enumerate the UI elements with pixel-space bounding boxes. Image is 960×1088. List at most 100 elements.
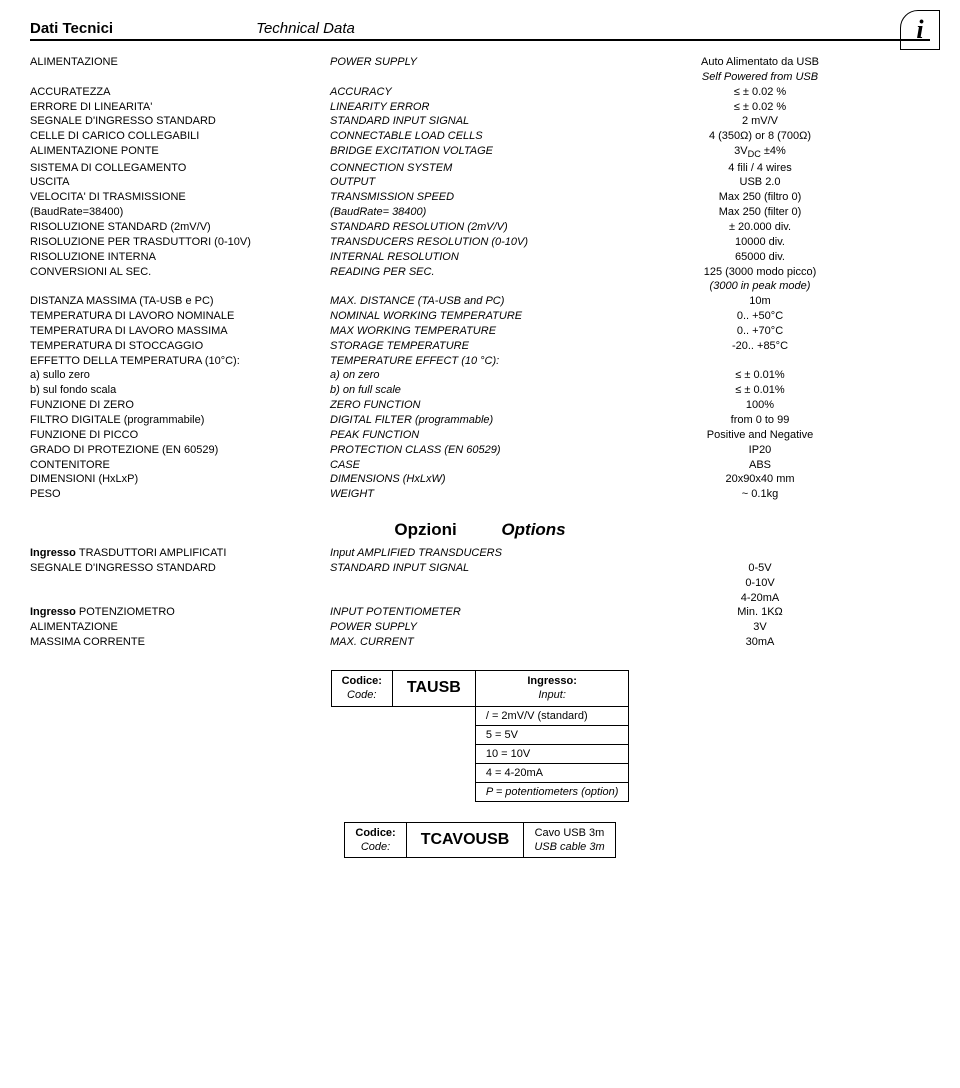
code1-opt-0: / = 2mV/V (standard) <box>475 706 629 725</box>
spec-it: SEGNALE D'INGRESSO STANDARD <box>30 561 330 576</box>
spec-en: STORAGE TEMPERATURE <box>330 339 630 354</box>
spec-row: ACCURATEZZAACCURACY≤ ± 0.02 % <box>30 85 930 100</box>
spec-row: EFFETTO DELLA TEMPERATURA (10°C):TEMPERA… <box>30 354 930 369</box>
spec-en: (BaudRate= 38400) <box>330 205 630 220</box>
spec-row: GRADO DI PROTEZIONE (EN 60529)PROTECTION… <box>30 443 930 458</box>
spec-value: ≤ ± 0.02 % <box>630 100 890 115</box>
spec-en: NOMINAL WORKING TEMPERATURE <box>330 309 630 324</box>
spec-it: CONVERSIONI AL SEC. <box>30 265 330 280</box>
code-table-1: Codice: Code: TAUSB Ingresso: Input: / =… <box>331 670 630 802</box>
spec-en: WEIGHT <box>330 487 630 502</box>
spec-value: 10m <box>630 294 890 309</box>
spec-it <box>30 591 330 606</box>
options-header-it: Opzioni <box>394 520 456 539</box>
spec-it: TEMPERATURA DI STOCCAGGIO <box>30 339 330 354</box>
code2-desc-it: Cavo USB 3m <box>535 827 605 839</box>
spec-value: 65000 div. <box>630 250 890 265</box>
spec-row: 4-20mA <box>30 591 930 606</box>
spec-value: 4-20mA <box>630 591 890 606</box>
spec-it: ALIMENTAZIONE <box>30 55 330 70</box>
spec-en: CONNECTION SYSTEM <box>330 161 630 176</box>
spec-row: FUNZIONE DI PICCOPEAK FUNCTIONPositive a… <box>30 428 930 443</box>
spec-en: CASE <box>330 458 630 473</box>
spec-it: SISTEMA DI COLLEGAMENTO <box>30 161 330 176</box>
spec-row: RISOLUZIONE PER TRASDUTTORI (0-10V)TRANS… <box>30 235 930 250</box>
spec-en: LINEARITY ERROR <box>330 100 630 115</box>
spec-it: CONTENITORE <box>30 458 330 473</box>
spec-row: RISOLUZIONE STANDARD (2mV/V)STANDARD RES… <box>30 220 930 235</box>
spec-en <box>330 576 630 591</box>
spec-row: ERRORE DI LINEARITA'LINEARITY ERROR≤ ± 0… <box>30 100 930 115</box>
spec-en: MAX. DISTANCE (TA-USB and PC) <box>330 294 630 309</box>
code2-desc-en: USB cable 3m <box>534 841 604 853</box>
spec-value: 125 (3000 modo picco) <box>630 265 890 280</box>
spec-row: 0-10V <box>30 576 930 591</box>
spec-value: Max 250 (filtro 0) <box>630 190 890 205</box>
spec-en: STANDARD INPUT SIGNAL <box>330 561 630 576</box>
options-header-en: Options <box>501 520 565 539</box>
spec-en: ACCURACY <box>330 85 630 100</box>
spec-value: ≤ ± 0.01% <box>630 368 890 383</box>
specs-table: ALIMENTAZIONEPOWER SUPPLYAuto Alimentato… <box>30 55 930 502</box>
spec-row: SEGNALE D'INGRESSO STANDARDSTANDARD INPU… <box>30 114 930 129</box>
spec-value: 10000 div. <box>630 235 890 250</box>
spec-value: 0.. +50°C <box>630 309 890 324</box>
codice2-label-en: Code: <box>361 841 390 853</box>
spec-value: 20x90x40 mm <box>630 472 890 487</box>
spec-value: (3000 in peak mode) <box>630 279 890 294</box>
code1-opt-4: P = potentiometers (option) <box>475 782 629 801</box>
spec-value: 2 mV/V <box>630 114 890 129</box>
spec-en: b) on full scale <box>330 383 630 398</box>
header-title-it: Dati Tecnici <box>30 20 113 37</box>
spec-value: 0.. +70°C <box>630 324 890 339</box>
spec-en: DIGITAL FILTER (programmable) <box>330 413 630 428</box>
options-table: Ingresso TRASDUTTORI AMPLIFICATIInput AM… <box>30 546 930 650</box>
spec-row: CELLE DI CARICO COLLEGABILICONNECTABLE L… <box>30 129 930 144</box>
spec-value <box>630 546 890 561</box>
spec-value: Auto Alimentato da USB <box>630 55 890 70</box>
spec-value: ± 20.000 div. <box>630 220 890 235</box>
spec-it: RISOLUZIONE PER TRASDUTTORI (0-10V) <box>30 235 330 250</box>
spec-it: b) sul fondo scala <box>30 383 330 398</box>
spec-value: 30mA <box>630 635 890 650</box>
spec-it: ERRORE DI LINEARITA' <box>30 100 330 115</box>
spec-it: SEGNALE D'INGRESSO STANDARD <box>30 114 330 129</box>
spec-en <box>330 279 630 294</box>
ingresso-label-en: Input: <box>538 689 566 701</box>
spec-it: EFFETTO DELLA TEMPERATURA (10°C): <box>30 354 330 369</box>
codice2-label-it: Codice: <box>355 827 395 839</box>
code-table-2: Codice: Code: TCAVOUSB Cavo USB 3m USB c… <box>344 822 615 859</box>
header: Dati Tecnici Technical Data i <box>30 20 930 41</box>
spec-row: ALIMENTAZIONEPOWER SUPPLYAuto Alimentato… <box>30 55 930 70</box>
spec-value: 4 fili / 4 wires <box>630 161 890 176</box>
spec-en: a) on zero <box>330 368 630 383</box>
spec-it: PESO <box>30 487 330 502</box>
spec-row: a) sullo zeroa) on zero≤ ± 0.01% <box>30 368 930 383</box>
spec-en: INPUT POTENTIOMETER <box>330 605 630 620</box>
spec-row: CONTENITORECASEABS <box>30 458 930 473</box>
spec-row: ALIMENTAZIONEPOWER SUPPLY3V <box>30 620 930 635</box>
spec-row: (3000 in peak mode) <box>30 279 930 294</box>
spec-row: USCITAOUTPUTUSB 2.0 <box>30 175 930 190</box>
spec-value: 4 (350Ω) or 8 (700Ω) <box>630 129 890 144</box>
spec-it: FUNZIONE DI PICCO <box>30 428 330 443</box>
spec-value: USB 2.0 <box>630 175 890 190</box>
spec-row: Ingresso TRASDUTTORI AMPLIFICATIInput AM… <box>30 546 930 561</box>
spec-value: 3VDC ±4% <box>630 144 890 161</box>
spec-en: READING PER SEC. <box>330 265 630 280</box>
ingresso-label-it: Ingresso: <box>527 675 577 687</box>
spec-it: USCITA <box>30 175 330 190</box>
spec-en: BRIDGE EXCITATION VOLTAGE <box>330 144 630 161</box>
spec-it: DIMENSIONI (HxLxP) <box>30 472 330 487</box>
spec-row: DIMENSIONI (HxLxP)DIMENSIONS (HxLxW)20x9… <box>30 472 930 487</box>
spec-it: ALIMENTAZIONE <box>30 620 330 635</box>
options-header: Opzioni Options <box>30 520 930 540</box>
spec-en: CONNECTABLE LOAD CELLS <box>330 129 630 144</box>
spec-row: VELOCITA' DI TRASMISSIONETRANSMISSION SP… <box>30 190 930 205</box>
spec-en: ZERO FUNCTION <box>330 398 630 413</box>
spec-value: from 0 to 99 <box>630 413 890 428</box>
codice-label-en: Code: <box>347 689 376 701</box>
spec-it: DISTANZA MASSIMA (TA-USB e PC) <box>30 294 330 309</box>
spec-row: CONVERSIONI AL SEC.READING PER SEC.125 (… <box>30 265 930 280</box>
spec-en: DIMENSIONS (HxLxW) <box>330 472 630 487</box>
